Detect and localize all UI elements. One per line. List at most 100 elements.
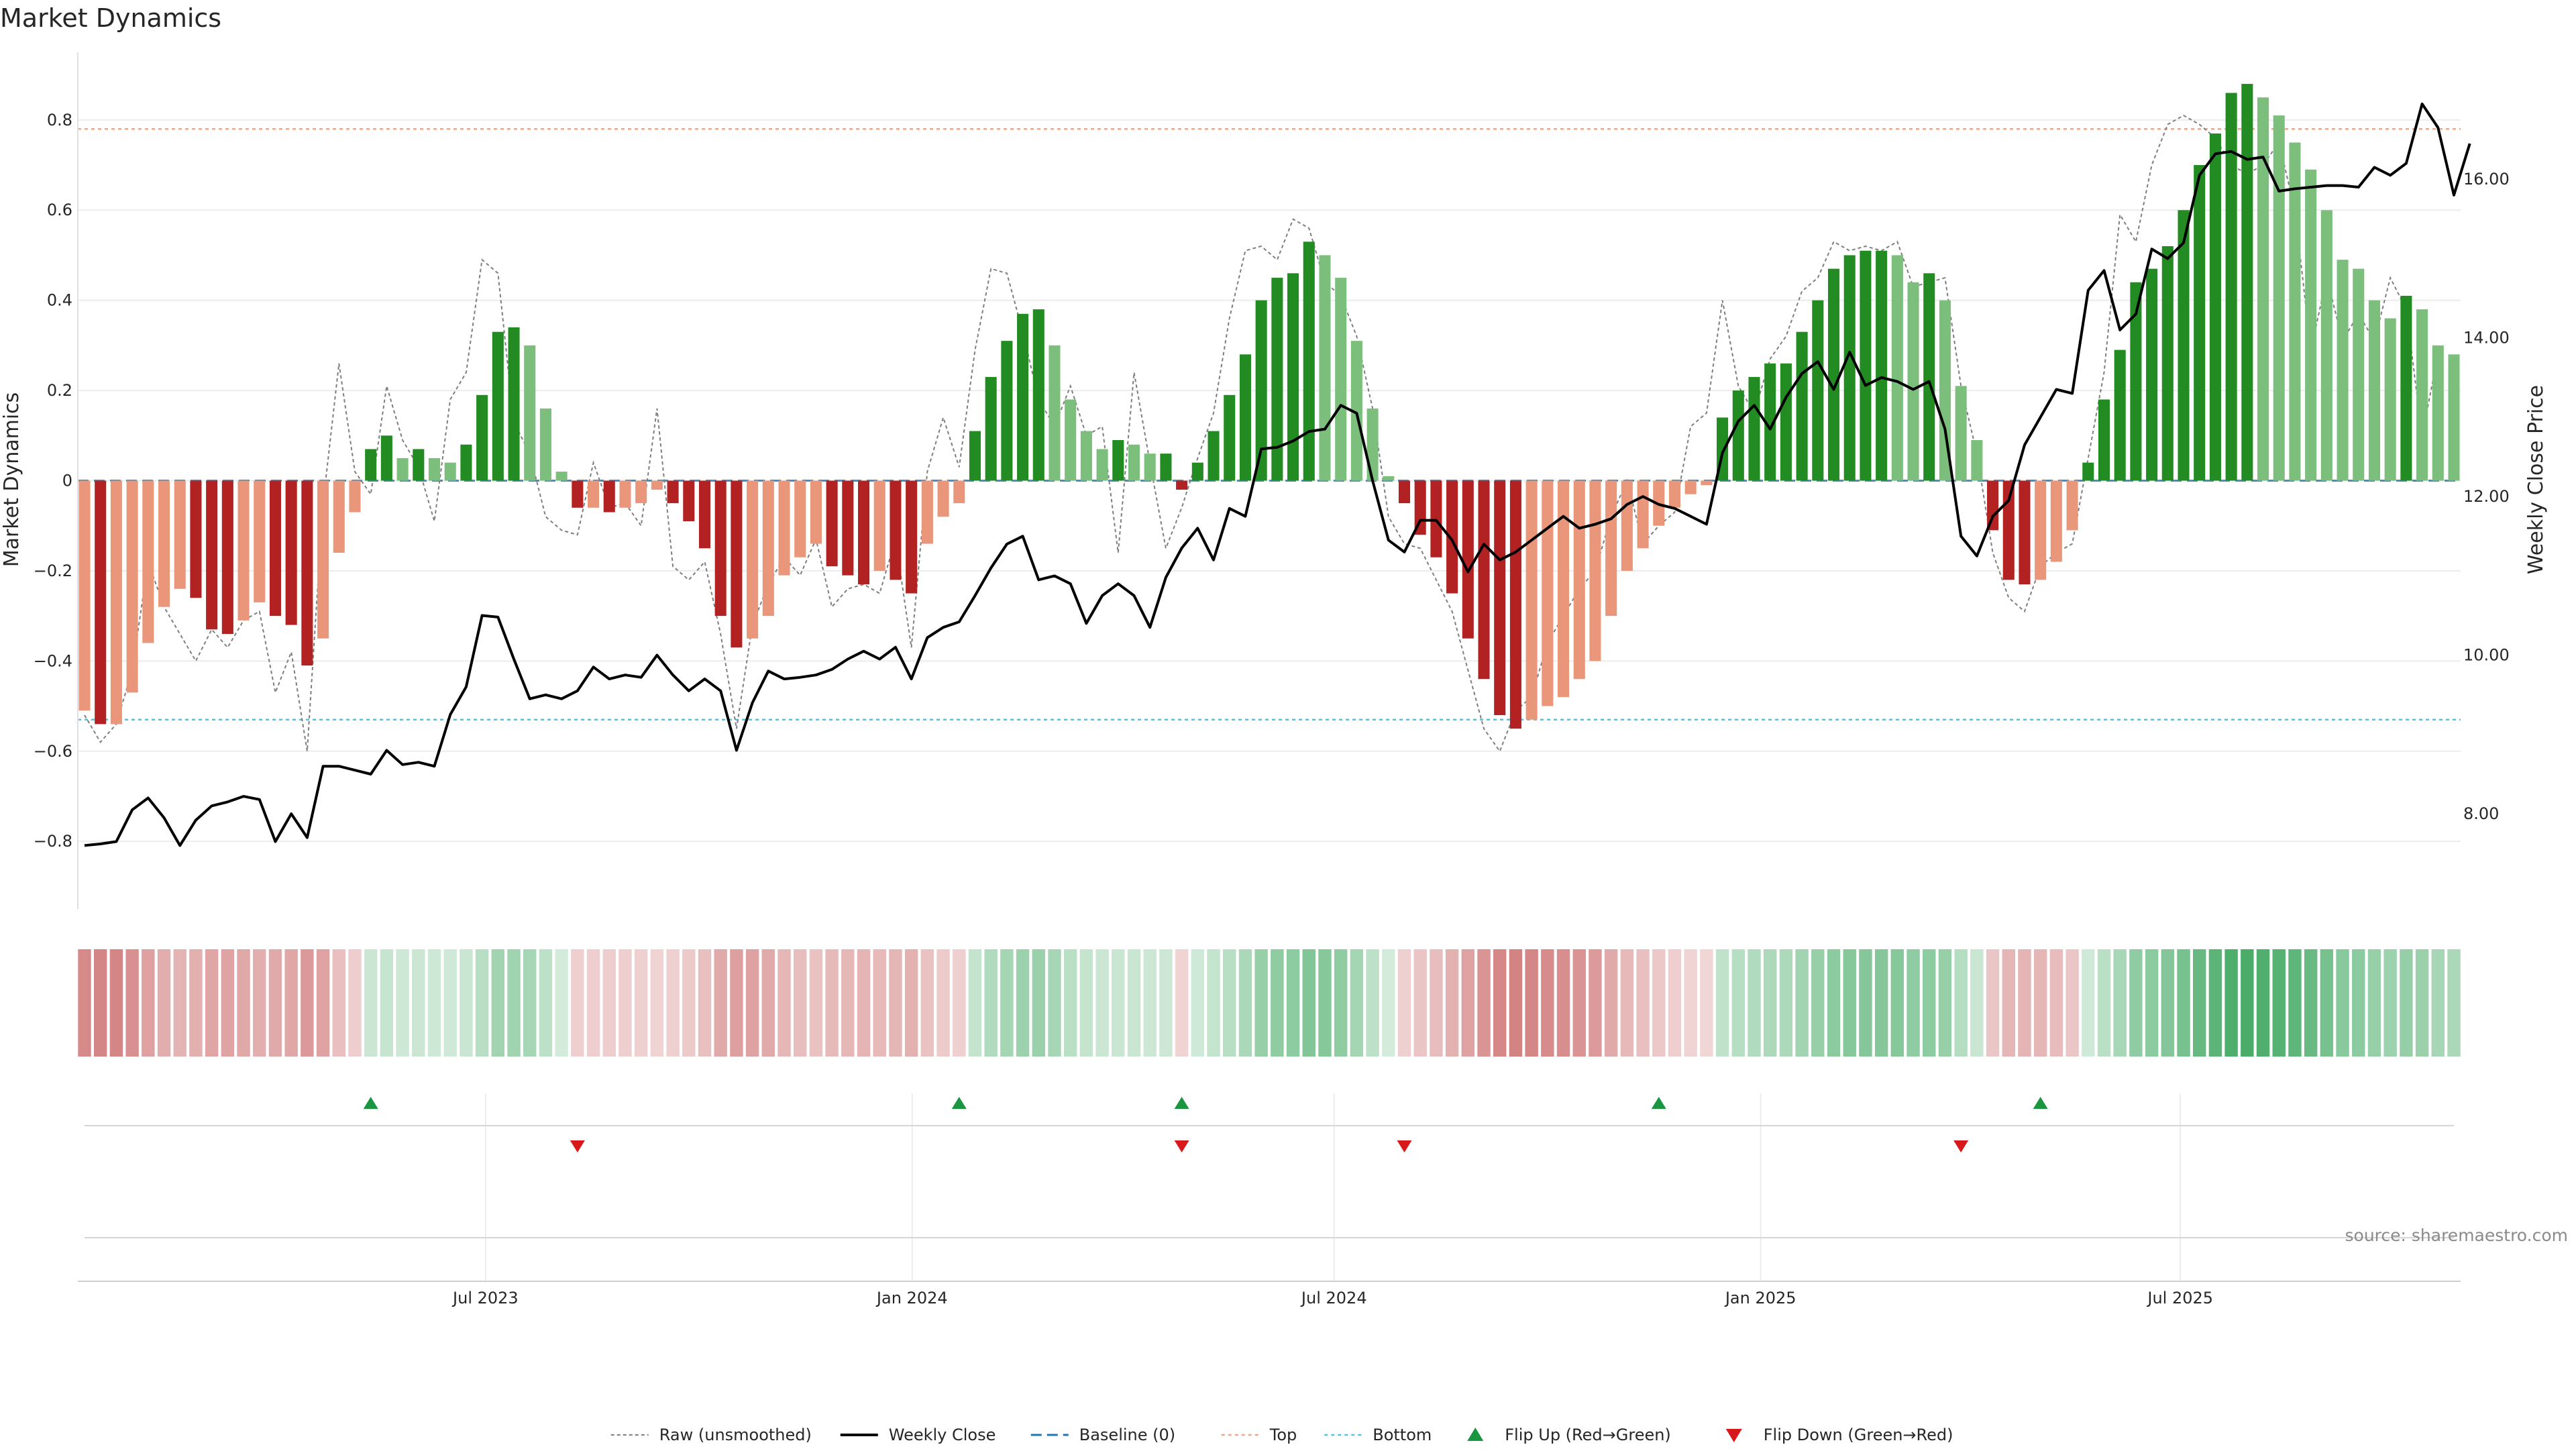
legend-label: Raw (unsmoothed) — [659, 1426, 812, 1444]
bar-mark — [110, 480, 122, 724]
heatmap-cell — [650, 949, 664, 1057]
bar-mark — [969, 431, 981, 481]
heatmap-cell — [125, 949, 139, 1057]
bar-mark — [317, 480, 329, 639]
heatmap-cell — [1207, 949, 1220, 1057]
bar-mark — [1876, 250, 1888, 481]
heatmap-cell — [348, 949, 362, 1057]
heatmap-cell — [1986, 949, 2000, 1057]
heatmap-cell — [301, 949, 314, 1057]
bar-mark — [524, 345, 536, 481]
y2-axis: 8.00 10.00 12.00 14.00 16.00 — [2463, 170, 2510, 823]
heatmap-cell — [396, 949, 409, 1057]
bar-mark — [221, 480, 233, 635]
heatmap-cell — [1271, 949, 1284, 1057]
heatmap-cell — [889, 949, 902, 1057]
bar-mark — [1065, 399, 1077, 481]
bar-mark — [1080, 431, 1092, 481]
bar-mark — [906, 480, 918, 594]
y2-tick-label: 16.00 — [2463, 170, 2510, 189]
bar-mark — [1558, 480, 1570, 698]
bar-mark — [1160, 453, 1172, 481]
heatmap-cell — [2304, 949, 2318, 1057]
bar-mark — [1398, 480, 1411, 504]
heatmap-cell — [555, 949, 568, 1057]
heatmap-cell — [2431, 949, 2445, 1057]
bar-mark — [539, 408, 551, 481]
bar-mark — [953, 480, 965, 504]
heatmap-cell — [1079, 949, 1093, 1057]
heatmap-cell — [1000, 949, 1014, 1057]
heatmap-cell — [1731, 949, 1746, 1057]
heatmap-cell — [284, 949, 298, 1057]
bar-mark — [921, 480, 933, 544]
bar-mark — [174, 480, 186, 589]
heatmap-cell — [1859, 949, 1872, 1057]
bar-mark — [842, 480, 854, 576]
bar-mark — [2289, 142, 2301, 481]
bar-mark — [444, 462, 456, 481]
heatmap-cell — [1175, 949, 1189, 1057]
bar-mark — [826, 480, 838, 567]
y-tick-label: −0.2 — [34, 561, 72, 580]
bar-mark — [1032, 309, 1044, 481]
heatmap-cell — [268, 949, 282, 1057]
heatmap-cell — [634, 949, 648, 1057]
heatmap-cell — [1493, 949, 1507, 1057]
flip-up-marker — [363, 1097, 378, 1109]
x-tick-label: Jul 2024 — [1300, 1289, 1367, 1307]
heatmap-cell — [1477, 949, 1491, 1057]
heatmap-cell — [2256, 949, 2270, 1057]
heatmap-cell — [1556, 949, 1570, 1057]
heatmap-cell — [1763, 949, 1777, 1057]
heatmap-cell — [1095, 949, 1109, 1057]
heatmap-cell — [777, 949, 791, 1057]
legend-flip-up-swatch — [1467, 1428, 1484, 1441]
bar-mark — [1224, 394, 1236, 481]
bar-mark — [2416, 309, 2428, 481]
y2-tick-label: 12.00 — [2463, 487, 2510, 506]
heatmap-cell — [984, 949, 998, 1057]
weekly-close-line — [84, 102, 2471, 847]
heatmap-cell — [1938, 949, 1952, 1057]
bar-mark — [1732, 390, 1744, 481]
flip-up-marker — [1651, 1097, 1666, 1109]
heatmap-cell — [1366, 949, 1379, 1057]
heatmap-cell — [1795, 949, 1809, 1057]
heatmap-cell — [412, 949, 425, 1057]
bar-mark — [285, 480, 297, 625]
heatmap-cell — [2097, 949, 2111, 1057]
heatmap-cell — [2065, 949, 2079, 1057]
bar-mark — [1128, 444, 1140, 481]
heatmap-cell — [1461, 949, 1475, 1057]
bar-mark — [1303, 241, 1315, 481]
heatmap-cell — [2145, 949, 2159, 1057]
heatmap-cell — [936, 949, 950, 1057]
heatmap-cell — [1811, 949, 1825, 1057]
heatmap-cell — [1048, 949, 1061, 1057]
y-tick-label: −0.8 — [34, 832, 72, 851]
bar-mark — [1176, 480, 1188, 490]
bar-mark — [413, 449, 425, 481]
bar-mark — [2432, 345, 2444, 481]
bar-mark — [1764, 363, 1776, 481]
heatmap-cell — [332, 949, 345, 1057]
bar-mark — [508, 327, 520, 481]
bar-mark — [2178, 210, 2190, 481]
bar-mark — [1812, 300, 1824, 481]
heatmap-cell — [1907, 949, 1920, 1057]
heatmap-cell — [1286, 949, 1300, 1057]
heatmap-cell — [1827, 949, 1841, 1057]
bar-mark — [667, 480, 679, 504]
heatmap-cell — [221, 949, 235, 1057]
bar-mark — [2273, 115, 2285, 481]
bar-mark — [2050, 480, 2062, 562]
heatmap-cell — [857, 949, 871, 1057]
bar-mark — [2225, 93, 2237, 481]
heatmap-cell — [953, 949, 966, 1057]
flip-down-marker — [1397, 1140, 1412, 1152]
bar-mark — [301, 480, 313, 666]
bar-mark — [95, 480, 107, 724]
bar-mark — [1573, 480, 1585, 680]
heatmap-cell — [93, 949, 107, 1057]
